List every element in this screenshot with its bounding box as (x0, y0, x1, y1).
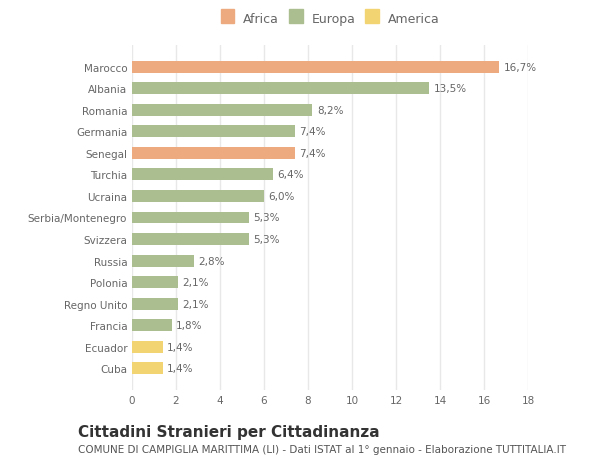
Text: 2,1%: 2,1% (182, 278, 209, 287)
Text: 7,4%: 7,4% (299, 127, 326, 137)
Text: 6,4%: 6,4% (277, 170, 304, 180)
Text: 2,8%: 2,8% (198, 256, 224, 266)
Text: Cittadini Stranieri per Cittadinanza: Cittadini Stranieri per Cittadinanza (78, 425, 380, 440)
Text: 1,8%: 1,8% (176, 320, 203, 330)
Bar (132, 234, 248, 246)
Bar (132, 190, 264, 202)
Text: 16,7%: 16,7% (504, 62, 537, 73)
Bar (132, 212, 248, 224)
Legend: Africa, Europa, America: Africa, Europa, America (218, 11, 442, 29)
Text: 6,0%: 6,0% (268, 191, 295, 202)
Text: 1,4%: 1,4% (167, 342, 194, 352)
Text: 5,3%: 5,3% (253, 235, 280, 245)
Bar (132, 62, 499, 73)
Text: 5,3%: 5,3% (253, 213, 280, 223)
Text: 2,1%: 2,1% (182, 299, 209, 309)
Bar (132, 341, 163, 353)
Bar (132, 277, 178, 288)
Text: 1,4%: 1,4% (167, 364, 194, 374)
Bar (132, 83, 429, 95)
Bar (132, 126, 295, 138)
Text: 8,2%: 8,2% (317, 106, 343, 116)
Bar (132, 105, 313, 117)
Text: 7,4%: 7,4% (299, 149, 326, 158)
Text: 13,5%: 13,5% (433, 84, 467, 94)
Bar (132, 255, 194, 267)
Bar (132, 298, 178, 310)
Bar (132, 319, 172, 331)
Bar (132, 148, 295, 159)
Text: COMUNE DI CAMPIGLIA MARITTIMA (LI) - Dati ISTAT al 1° gennaio - Elaborazione TUT: COMUNE DI CAMPIGLIA MARITTIMA (LI) - Dat… (78, 444, 566, 454)
Bar (132, 169, 273, 181)
Bar (132, 363, 163, 375)
